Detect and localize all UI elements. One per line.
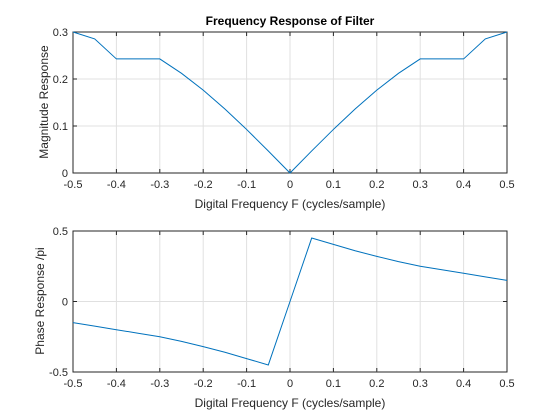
magnitude-y-tick-label: 0.1: [53, 121, 68, 133]
phase-x-tick-label: 0.2: [369, 378, 384, 390]
magnitude-y-tick-label: 0.3: [53, 27, 68, 39]
phase-x-tick-label: 0: [287, 378, 293, 390]
magnitude-y-tick-label: 0.2: [53, 74, 68, 86]
magnitude-x-tick-label: -0.2: [194, 179, 213, 191]
magnitude-x-tick-label: -0.1: [237, 179, 256, 191]
phase-x-tick-label: 0.1: [326, 378, 341, 390]
phase-axes: -0.5 -0.4 -0.3 -0.2 -0.1 0 0.1 0.2 0.3 0.4 0.5 -0.5…: [33, 226, 515, 410]
magnitude-ticks: -0.5 -0.4 -0.3 -0.2 -0.1 0 0.1 0.2 0.3 0.4 0.5 0 0.1…: [53, 27, 515, 191]
magnitude-x-tick-label: 0.4: [456, 179, 471, 191]
chart-title: Frequency Response of Filter: [206, 14, 375, 28]
phase-x-tick-label: 0.5: [499, 378, 514, 390]
magnitude-x-tick-label: 0.3: [413, 179, 428, 191]
phase-x-tick-label: -0.3: [150, 378, 169, 390]
magnitude-grid: [73, 32, 507, 173]
magnitude-x-tick-label: 0.1: [326, 179, 341, 191]
phase-y-axis-label: Phase Response /pi: [33, 247, 47, 354]
magnitude-x-tick-label: -0.4: [107, 179, 126, 191]
phase-x-tick-label: 0.3: [413, 378, 428, 390]
magnitude-x-tick-label: 0: [287, 179, 293, 191]
magnitude-x-axis-label: Digital Frequency F (cycles/sample): [195, 197, 386, 211]
phase-y-tick-label: 0.5: [53, 226, 68, 238]
magnitude-x-tick-label: 0.5: [499, 179, 514, 191]
magnitude-y-axis-label: Magnitude Response: [37, 45, 51, 159]
magnitude-series-line: [72, 31, 508, 174]
phase-series-line: [72, 237, 508, 366]
magnitude-x-tick-label: -0.5: [64, 179, 83, 191]
phase-y-tick-label: -0.5: [49, 367, 68, 379]
phase-y-tick-label: 0: [62, 297, 68, 309]
phase-x-axis-label: Digital Frequency F (cycles/sample): [195, 396, 386, 410]
magnitude-x-tick-label: -0.3: [150, 179, 169, 191]
magnitude-y-tick-label: 0: [62, 168, 68, 180]
phase-x-tick-label: -0.1: [237, 378, 256, 390]
phase-ticks: -0.5 -0.4 -0.3 -0.2 -0.1 0 0.1 0.2 0.3 0.4 0.5 -0.5…: [49, 226, 515, 390]
phase-x-tick-label: -0.2: [194, 378, 213, 390]
magnitude-axes: -0.5 -0.4 -0.3 -0.2 -0.1 0 0.1 0.2 0.3 0.4 0.5 0 0.1…: [37, 14, 515, 211]
phase-x-tick-label: -0.4: [107, 378, 126, 390]
phase-x-tick-label: 0.4: [456, 378, 471, 390]
magnitude-x-tick-label: 0.2: [369, 179, 384, 191]
phase-x-tick-label: -0.5: [64, 378, 83, 390]
